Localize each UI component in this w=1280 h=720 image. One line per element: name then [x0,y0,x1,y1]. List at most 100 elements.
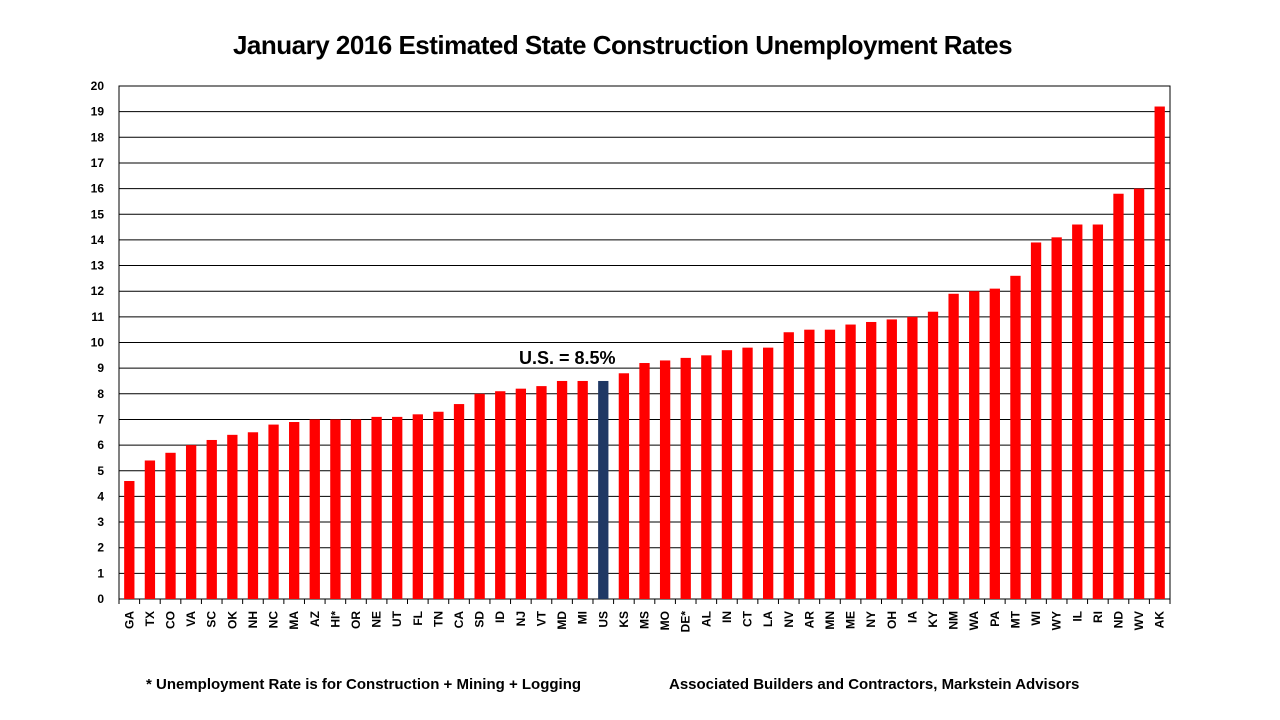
bar [845,324,856,599]
bar [227,434,238,599]
x-tick-label: CA [452,611,466,629]
x-tick-label: KS [617,611,631,628]
x-tick-label: MI [576,611,590,624]
y-tick-label: 0 [97,592,104,606]
y-tick-label: 15 [91,207,105,221]
x-tick-label: OR [349,611,363,629]
bar [474,393,485,599]
y-tick-label: 19 [91,105,105,119]
y-tick-label: 11 [91,310,104,324]
x-tick-label: IN [720,611,734,623]
x-tick-label: NY [864,611,878,628]
bar [948,293,959,599]
bar [701,355,712,599]
x-tick-label: MO [658,611,672,630]
x-tick-label: NV [782,611,796,628]
bar [1030,242,1042,599]
bar [1113,193,1124,600]
bar [639,363,650,599]
x-tick-label: ID [493,611,507,623]
x-tick-label: US [596,611,610,628]
x-tick-label: PA [988,611,1002,627]
x-tick-label: VT [534,610,548,626]
x-tick-label: IL [1070,611,1084,622]
x-tick-label: VA [184,611,198,627]
y-tick-label: 9 [97,361,104,375]
bar [495,391,506,599]
footnote-source: Associated Builders and Contractors, Mar… [669,676,1080,693]
x-tick-label: CO [164,611,178,629]
x-tick-label: CT [741,610,755,627]
bar [824,329,836,599]
x-tick-label: GA [122,611,136,629]
x-tick-label: MS [638,611,652,629]
x-tick-label: WA [967,611,981,631]
x-tick-label: WY [1050,611,1064,630]
y-tick-label: 5 [97,464,104,478]
bar [165,452,176,599]
bar [206,439,217,599]
bar [453,404,465,599]
x-tick-label: DE* [679,611,693,633]
x-tick-label: TN [431,611,445,627]
footnote-note: * Unemployment Rate is for Construction … [146,676,582,693]
bar [927,311,939,599]
bar-highlight [598,380,609,599]
bar [433,411,444,599]
x-tick-label: RI [1091,611,1105,623]
y-tick-label: 20 [91,79,105,93]
y-tick-label: 16 [91,182,105,196]
bar [742,347,753,599]
bar [1133,188,1145,599]
bar [536,386,547,599]
bar [144,460,156,599]
y-tick-label: 18 [91,130,105,144]
bar [556,380,568,599]
x-tick-label: UT [390,610,404,627]
bar [680,357,691,599]
x-tick-label: ND [1111,611,1125,629]
x-tick-label: AL [699,611,713,627]
x-tick-label: AK [1153,611,1167,629]
x-tick-label: HI* [328,611,342,628]
bar [350,419,362,599]
bar [866,321,877,599]
bar [1154,106,1165,600]
x-tick-label: FL [411,611,425,626]
bar [1010,275,1021,599]
y-tick-label: 3 [97,515,104,529]
bar [886,319,897,599]
bar [268,424,279,599]
x-tick-label: OK [225,611,239,629]
bar [330,419,341,599]
y-tick-label: 4 [97,489,104,503]
bar [907,316,918,599]
x-tick-label: MD [555,611,569,630]
x-tick-label: ME [844,611,858,629]
x-tick-label: AR [802,611,816,629]
bar [185,445,197,599]
x-tick-label: NM [947,611,961,630]
x-tick-label: NJ [514,611,528,626]
y-tick-label: 1 [97,566,104,580]
x-tick-label: IA [905,611,919,623]
bar [309,419,320,599]
x-tick-label: MT [1008,610,1022,628]
bar [577,380,588,599]
y-tick-label: 14 [91,233,105,247]
x-tick-label: LA [761,611,775,627]
y-tick-label: 10 [91,336,105,350]
bar [1072,224,1083,599]
us-annotation: U.S. = 8.5% [519,348,616,368]
bar [659,360,671,599]
y-tick-label: 6 [97,438,104,452]
bar [1092,224,1104,599]
x-tick-label: SC [205,611,219,628]
chart-title: January 2016 Estimated State Constructio… [232,30,1013,60]
y-tick-label: 12 [91,284,105,298]
bar [804,329,815,599]
x-tick-label: NH [246,611,260,628]
x-tick-label: MA [287,611,301,630]
bar [989,288,1000,599]
